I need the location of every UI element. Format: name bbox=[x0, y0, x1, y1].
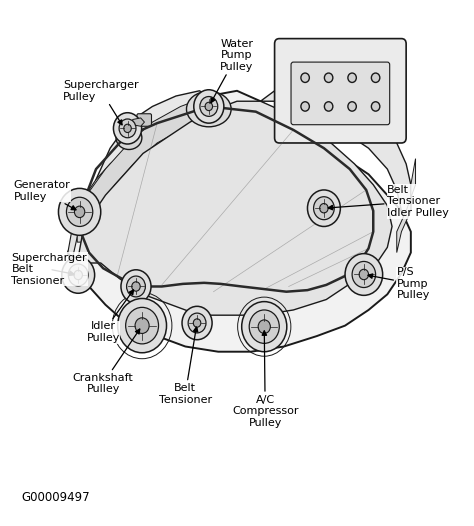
Circle shape bbox=[348, 73, 356, 83]
Polygon shape bbox=[397, 159, 416, 252]
Circle shape bbox=[124, 124, 131, 133]
Circle shape bbox=[127, 276, 146, 297]
Text: Supercharger
Belt
Tensioner: Supercharger Belt Tensioner bbox=[11, 252, 87, 286]
Polygon shape bbox=[261, 80, 411, 211]
Circle shape bbox=[301, 102, 310, 111]
Circle shape bbox=[249, 310, 279, 343]
Text: Generator
Pulley: Generator Pulley bbox=[14, 180, 76, 210]
Circle shape bbox=[194, 90, 224, 123]
Circle shape bbox=[118, 298, 166, 353]
Circle shape bbox=[314, 197, 334, 220]
Circle shape bbox=[352, 261, 375, 288]
Ellipse shape bbox=[116, 126, 142, 149]
Circle shape bbox=[193, 319, 201, 327]
Circle shape bbox=[68, 264, 88, 286]
Circle shape bbox=[359, 269, 369, 280]
Circle shape bbox=[119, 119, 136, 138]
Text: Belt
Tensioner
Idler Pulley: Belt Tensioner Idler Pulley bbox=[328, 185, 449, 218]
Text: Supercharger
Pulley: Supercharger Pulley bbox=[63, 80, 139, 125]
Text: G00009497: G00009497 bbox=[21, 491, 90, 504]
Circle shape bbox=[74, 270, 82, 280]
Text: P/S
Pump
Pulley: P/S Pump Pulley bbox=[368, 267, 430, 300]
Text: Idler
Pulley: Idler Pulley bbox=[86, 290, 134, 343]
Circle shape bbox=[62, 257, 95, 294]
Circle shape bbox=[188, 313, 206, 333]
Circle shape bbox=[126, 307, 158, 344]
Circle shape bbox=[242, 301, 287, 352]
Circle shape bbox=[200, 97, 218, 116]
Circle shape bbox=[58, 188, 101, 235]
Ellipse shape bbox=[186, 92, 231, 127]
Circle shape bbox=[113, 113, 142, 144]
Text: Water
Pump
Pulley: Water Pump Pulley bbox=[211, 38, 254, 103]
Polygon shape bbox=[68, 91, 411, 352]
Circle shape bbox=[121, 270, 151, 303]
Polygon shape bbox=[68, 143, 143, 258]
FancyBboxPatch shape bbox=[274, 38, 406, 143]
Circle shape bbox=[205, 102, 212, 110]
Circle shape bbox=[74, 206, 85, 218]
FancyBboxPatch shape bbox=[291, 62, 390, 125]
Circle shape bbox=[258, 320, 270, 333]
Circle shape bbox=[132, 282, 140, 291]
Circle shape bbox=[301, 73, 310, 83]
Circle shape bbox=[319, 204, 328, 213]
Text: Belt
Tensioner: Belt Tensioner bbox=[159, 327, 212, 404]
Circle shape bbox=[324, 102, 333, 111]
Polygon shape bbox=[77, 101, 392, 315]
Circle shape bbox=[324, 73, 333, 83]
Circle shape bbox=[182, 306, 212, 340]
Polygon shape bbox=[91, 91, 209, 211]
FancyBboxPatch shape bbox=[137, 114, 152, 126]
Text: A/C
Compressor
Pulley: A/C Compressor Pulley bbox=[232, 331, 299, 428]
Circle shape bbox=[308, 190, 340, 227]
Circle shape bbox=[371, 102, 380, 111]
Circle shape bbox=[135, 318, 149, 333]
Circle shape bbox=[345, 254, 383, 296]
Text: Crankshaft
Pulley: Crankshaft Pulley bbox=[73, 329, 140, 394]
Circle shape bbox=[371, 73, 380, 83]
Polygon shape bbox=[133, 118, 145, 126]
Polygon shape bbox=[77, 96, 209, 242]
Circle shape bbox=[348, 102, 356, 111]
Circle shape bbox=[66, 197, 93, 227]
